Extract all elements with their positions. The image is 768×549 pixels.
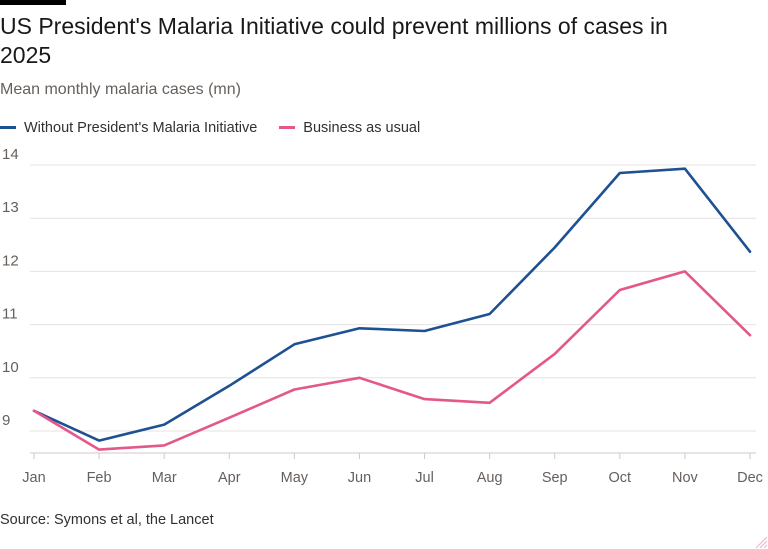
x-tick-label-jun: Jun: [348, 470, 371, 486]
x-tick-label-nov: Nov: [672, 470, 699, 486]
y-tick-label-10: 10: [2, 359, 19, 376]
chart-subtitle: Mean monthly malaria cases (mn): [0, 81, 241, 98]
legend-label-without: Without President's Malaria Initiative: [24, 119, 258, 136]
x-tick-label-jul: Jul: [415, 470, 434, 486]
series-line-without: [32, 167, 752, 442]
y-tick-label-9: 9: [2, 412, 10, 429]
legend-item-without: Without President's Malaria Initiative: [0, 120, 257, 136]
legend-item-bau: Business as usual: [279, 120, 420, 136]
corner-mark: [755, 536, 768, 549]
y-tick-label-12: 12: [2, 252, 19, 269]
chart-title: US President's Malaria Initiative could …: [0, 13, 668, 68]
x-tick-label-oct: Oct: [609, 470, 632, 486]
brand-bar: [0, 0, 66, 5]
x-tick-label-feb: Feb: [87, 470, 112, 486]
legend-label-bau: Business as usual: [303, 119, 421, 136]
x-tick-label-aug: Aug: [477, 470, 503, 486]
x-tick-label-may: May: [281, 470, 309, 486]
x-tick-label-jan: Jan: [22, 470, 45, 486]
line-chart: 9 10 11 12 13 14 Jan Feb Mar Apr May Jun Jul Aug Sep Oc…: [2, 146, 763, 486]
series-line-bau: [32, 270, 752, 451]
y-tick-label-11: 11: [2, 306, 18, 323]
x-tick-label-apr: Apr: [218, 470, 241, 486]
y-tick-label-13: 13: [2, 199, 19, 216]
legend-swatch-bau: [279, 126, 296, 129]
legend: Without President's Malaria Initiative B…: [0, 117, 438, 136]
x-tick-label-sep: Sep: [542, 470, 568, 486]
x-tick-label-mar: Mar: [152, 470, 177, 486]
x-tick-label-dec: Dec: [737, 470, 763, 486]
y-tick-label-14: 14: [2, 146, 19, 163]
legend-swatch-without: [0, 126, 16, 129]
source-note: Source: Symons et al, the Lancet: [0, 512, 214, 528]
